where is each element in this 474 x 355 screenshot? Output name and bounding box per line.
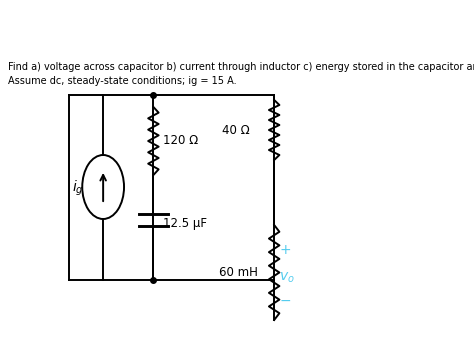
Text: 120 Ω: 120 Ω [163,135,198,147]
Text: Assume dc, steady-state conditions; ig = 15 A.: Assume dc, steady-state conditions; ig =… [8,76,237,86]
Text: 40 Ω: 40 Ω [222,124,250,137]
Text: +: + [279,244,291,257]
Text: 60 mH: 60 mH [219,266,257,279]
Text: 12.5 μF: 12.5 μF [163,218,207,230]
Text: −: − [279,294,291,307]
Text: $i_g$: $i_g$ [72,179,83,198]
Text: $v_o$: $v_o$ [279,270,295,285]
Text: Find a) voltage across capacitor b) current through inductor c) energy stored in: Find a) voltage across capacitor b) curr… [8,62,474,72]
